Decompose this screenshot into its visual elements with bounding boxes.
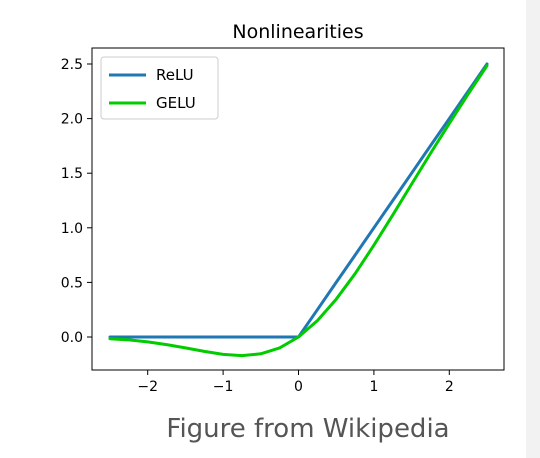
axis-ticks: −2 −1 0 1 2 0.0 0.5 1.0 1.5 2.0 2.5 [61,57,454,395]
y-tick-label: 2.0 [61,112,83,128]
legend-label-relu: ReLU [156,66,194,84]
x-tick-label: −2 [137,379,158,395]
legend-label-gelu: GELU [156,94,196,112]
y-tick-label: 1.5 [61,166,83,182]
chart-title: Nonlinearities [232,21,363,43]
series-lines [108,62,489,358]
x-tick-label: 0 [294,379,303,395]
figure-caption: Figure from Wikipedia [166,414,449,444]
y-tick-label: 1.0 [61,221,83,237]
y-tick-label: 2.5 [61,57,83,73]
x-tick-label: 2 [445,379,454,395]
x-tick-label: 1 [369,379,378,395]
y-tick-label: 0.5 [61,275,83,291]
legend: ReLU GELU [100,56,219,120]
y-tick-label: 0.0 [61,330,83,346]
x-tick-label: −1 [213,379,234,395]
side-strip [526,0,540,458]
series-line-gelu [108,64,489,358]
